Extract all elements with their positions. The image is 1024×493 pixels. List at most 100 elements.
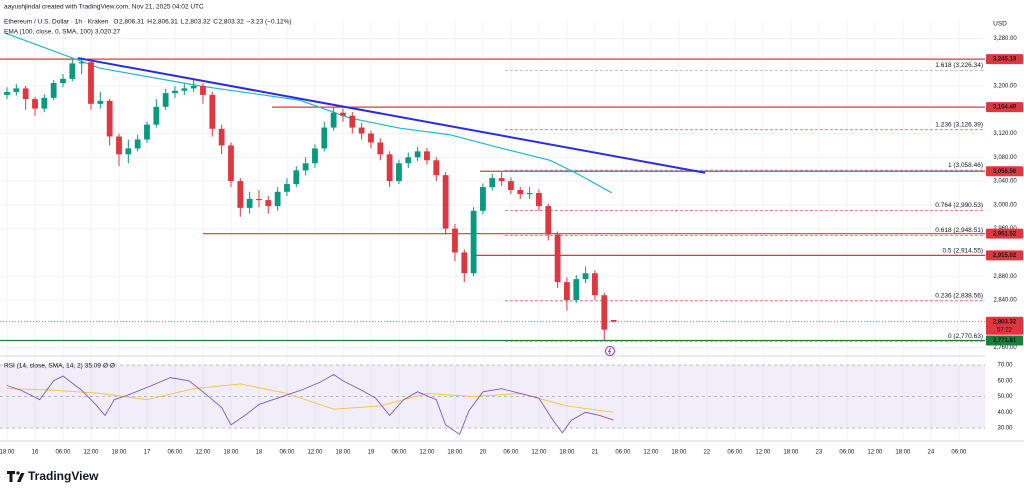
candle-body (69, 63, 76, 79)
candle-body (601, 295, 608, 330)
fib-label: 0 (2,770.63) (948, 333, 983, 340)
candle-body (153, 106, 160, 125)
candle-body (480, 187, 486, 211)
quote-value: 2,803.32 (185, 19, 211, 26)
candle-body (470, 210, 477, 274)
candle-body (97, 100, 104, 104)
candle-body (349, 115, 356, 128)
rsi-title: RSI (14, close, SMA, 14, 2) (4, 363, 83, 370)
candle-body (433, 160, 440, 176)
x-tick-label: 18:00 (0, 450, 15, 456)
level-label-box (986, 335, 1023, 346)
ema-value: 3,020.27 (95, 29, 121, 36)
x-tick-label: 12:00 (755, 450, 771, 456)
candle-body (508, 181, 514, 191)
brand: TradingView (28, 469, 99, 483)
level-label: 3,164.49 (993, 105, 1017, 111)
quote-value: 2,803.32 (218, 19, 244, 26)
grid-layer (0, 18, 985, 440)
x-tick-label: 12:00 (195, 450, 211, 456)
x-tick-label: 06:00 (55, 450, 71, 456)
fib-label: 0.618 (2,948.51) (935, 227, 983, 234)
trendline (77, 57, 706, 174)
plot-layer: 1.618 (3,226.34) 1.236 (3,126.39) 1 (3,058… (0, 32, 985, 436)
x-tick-label: 19 (368, 450, 375, 456)
candle-body (368, 133, 374, 143)
candle-body (256, 198, 262, 201)
x-tick-label: 18:00 (111, 450, 127, 456)
candle-body (88, 62, 94, 104)
candle-body (190, 85, 197, 89)
logo-dot (16, 471, 20, 475)
candle-body (228, 145, 234, 182)
currency: USD (993, 21, 1007, 28)
candle-body (265, 200, 272, 207)
level-label: 3,245.18 (993, 57, 1017, 63)
change: −3.23 (−0.12%) (247, 19, 292, 26)
level-label-box (986, 102, 1023, 113)
candle-body (340, 112, 346, 116)
candle-body (442, 175, 449, 229)
rsi-tick-label: 70.00 (997, 363, 1013, 369)
x-tick-label: 18:00 (447, 450, 463, 456)
level-label: 2,771.81 (993, 338, 1017, 344)
level-label-box (986, 228, 1023, 239)
fib-label: 1.618 (3,226.34) (935, 62, 983, 69)
candle-body (116, 136, 122, 155)
candle-body (134, 139, 141, 149)
candle-body (106, 100, 113, 137)
candle-body (405, 157, 412, 164)
candle-body (200, 85, 206, 95)
rsi-extra: Ø Ø (103, 363, 115, 370)
x-tick-label: 22 (704, 450, 711, 456)
candle-body (386, 154, 393, 182)
candle-body (237, 181, 244, 208)
x-tick-label: 12:00 (419, 450, 435, 456)
candle-body (489, 178, 496, 188)
candle-body (330, 112, 337, 128)
rsi-line (6, 373, 614, 436)
level-label: 2,951.52 (993, 231, 1017, 237)
fib-label: 0.5 (2,914.55) (943, 247, 983, 254)
y-tick-label: 3,200.00 (993, 84, 1017, 90)
event-icon[interactable] (605, 346, 615, 356)
x-tick-label: 24 (928, 450, 935, 456)
candle-body (610, 319, 617, 322)
x-tick-label: 12:00 (83, 450, 99, 456)
candle-body (60, 78, 66, 84)
level-label: 3,056.56 (993, 169, 1017, 175)
candle-body (302, 163, 309, 171)
x-tick-label: 06:00 (503, 450, 519, 456)
credit: aayushjindal created with TradingView.co… (4, 4, 204, 11)
candle-body (13, 88, 20, 92)
candle-body (414, 151, 421, 158)
fib-label: 1.236 (3,126.39) (935, 121, 983, 128)
x-tick-label: 06:00 (727, 450, 743, 456)
y-tick-label: 3,120.00 (993, 131, 1017, 137)
x-tick-label: 18:00 (559, 450, 575, 456)
quote-key: L (181, 19, 185, 26)
x-tick-label: 12:00 (867, 450, 883, 456)
x-tick-label: 18:00 (895, 450, 911, 456)
x-tick-label: 18:00 (671, 450, 687, 456)
quote-value: 2,806.31 (119, 19, 145, 26)
candle-body (592, 273, 598, 296)
axis-layer: Ethereum / U.S. Dollar · 1h · Kraken O 2,8… (0, 19, 1023, 456)
rsi-tick-label: 60.00 (997, 378, 1013, 384)
candle-body (461, 252, 468, 274)
level-label-box (986, 54, 1023, 65)
x-tick-label: 18:00 (223, 450, 239, 456)
last-price-label: 2,803.32 (993, 319, 1017, 325)
x-tick-label: 06:00 (167, 450, 183, 456)
level-label-box (986, 250, 1023, 261)
candle-body (424, 151, 430, 161)
candle-body (22, 88, 29, 100)
x-tick-label: 06:00 (951, 450, 967, 456)
x-tick-label: 12:00 (643, 450, 659, 456)
candle-body (284, 184, 290, 192)
x-tick-label: 17 (144, 450, 151, 456)
candle-body (50, 83, 57, 98)
candle-body (312, 148, 318, 164)
event-bolt (607, 347, 612, 355)
